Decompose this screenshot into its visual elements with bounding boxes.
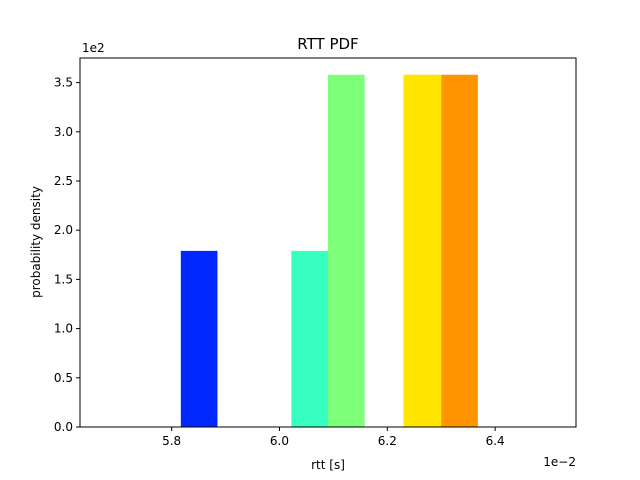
x-tick-label: 6.2 [378,434,397,448]
x-tick-label: 6.0 [270,434,289,448]
y-tick-label: 1.0 [54,322,73,336]
bar-5 [441,74,478,427]
bar-4 [403,74,442,427]
y-tick-label: 3.0 [54,125,73,139]
y-axis-scale-label: 1e2 [82,41,105,55]
y-tick-label: 3.5 [54,76,73,90]
chart-title: RTT PDF [297,35,358,53]
bars-layer [180,74,478,427]
y-tick-label: 0.0 [54,420,73,434]
x-tick-label: 6.4 [486,434,505,448]
plot-frame [79,57,577,428]
y-tick-label: 2.0 [54,223,73,237]
y-axis-label: probability density [29,186,43,298]
x-axis-label: rtt [s] [311,458,345,472]
bar-2 [291,250,328,427]
y-tick-label: 0.5 [54,371,73,385]
x-axis-scale-label: 1e−2 [543,455,576,469]
y-tick-label: 1.5 [54,272,73,286]
y-axis-ticks: 0.0 0.5 1.0 1.5 2.0 2.5 3.0 3.5 [54,76,80,434]
x-tick-label: 5.8 [162,434,181,448]
y-tick-label: 2.5 [54,174,73,188]
x-axis-ticks: 5.8 6.0 6.2 6.4 [162,427,505,448]
bar-1 [180,250,218,427]
bar-3 [328,74,365,427]
